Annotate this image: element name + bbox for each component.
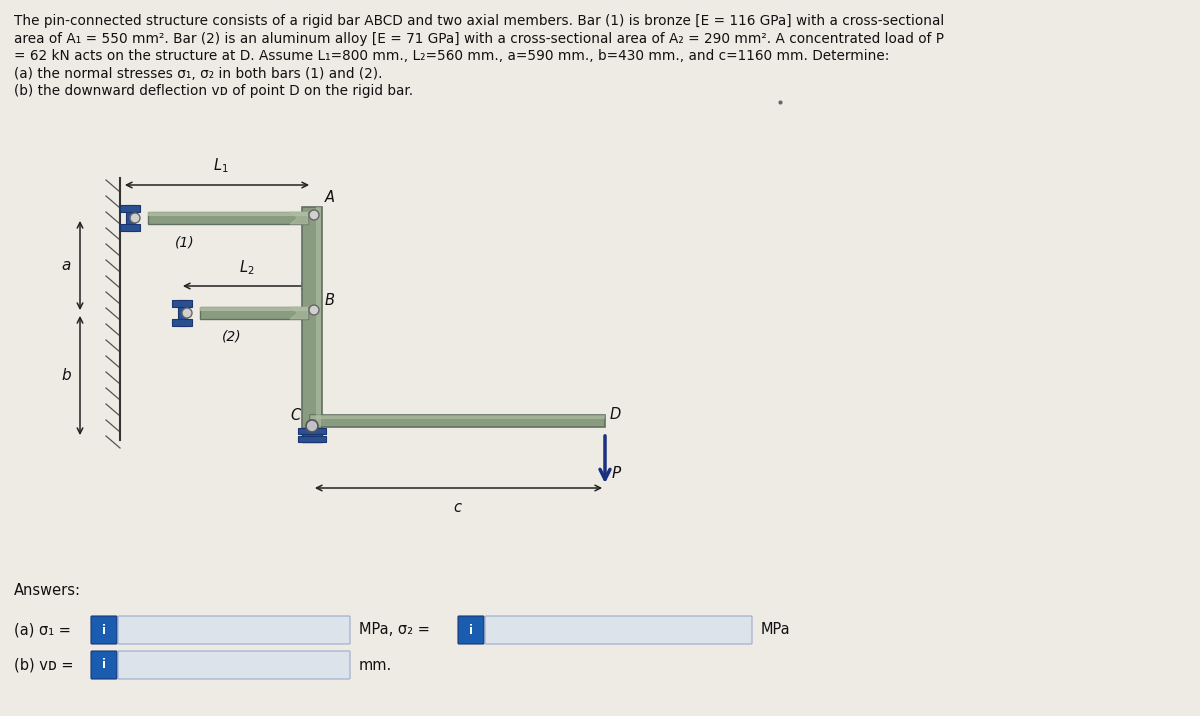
Circle shape — [182, 308, 192, 318]
Bar — [172, 319, 192, 326]
Text: MPa: MPa — [761, 622, 791, 637]
Text: (2): (2) — [222, 330, 242, 344]
Bar — [148, 212, 308, 224]
Bar — [200, 307, 308, 311]
Text: MPa, σ₂ =: MPa, σ₂ = — [359, 622, 430, 637]
Bar — [298, 436, 326, 442]
Text: (b) the downward deflection vᴅ of point D on the rigid bar.: (b) the downward deflection vᴅ of point … — [14, 84, 413, 98]
Text: i: i — [469, 624, 473, 637]
FancyBboxPatch shape — [118, 651, 350, 679]
Text: C: C — [290, 408, 300, 423]
Bar — [178, 300, 187, 326]
Bar — [310, 415, 605, 427]
Text: The pin-connected structure consists of a rigid bar ABCD and two axial members. : The pin-connected structure consists of … — [14, 14, 944, 28]
Bar — [126, 205, 134, 231]
Text: Answers:: Answers: — [14, 583, 82, 598]
Text: (b) vᴅ =: (b) vᴅ = — [14, 657, 73, 672]
Circle shape — [306, 420, 318, 432]
Bar — [200, 307, 308, 319]
Bar — [120, 224, 140, 231]
Bar — [302, 207, 322, 432]
Text: P: P — [612, 465, 622, 480]
Circle shape — [130, 213, 140, 223]
Text: i: i — [102, 659, 106, 672]
Bar — [310, 415, 605, 419]
Text: a: a — [61, 258, 71, 273]
Circle shape — [310, 210, 319, 220]
Text: (1): (1) — [175, 235, 194, 249]
Text: b: b — [61, 367, 71, 382]
Polygon shape — [290, 212, 308, 224]
Bar — [148, 212, 308, 216]
Bar — [316, 207, 322, 432]
Text: (a) σ₁ =: (a) σ₁ = — [14, 622, 71, 637]
FancyBboxPatch shape — [458, 616, 484, 644]
Text: $L_2$: $L_2$ — [239, 258, 254, 277]
Polygon shape — [290, 307, 308, 319]
Text: B: B — [325, 293, 335, 308]
Text: D: D — [610, 407, 622, 422]
FancyBboxPatch shape — [485, 616, 752, 644]
Text: i: i — [102, 624, 106, 637]
Text: $c$: $c$ — [454, 500, 463, 515]
FancyBboxPatch shape — [118, 616, 350, 644]
Text: area of A₁ = 550 mm². Bar (2) is an aluminum alloy [E = 71 GPa] with a cross-sec: area of A₁ = 550 mm². Bar (2) is an alum… — [14, 32, 944, 46]
FancyBboxPatch shape — [91, 616, 118, 644]
FancyBboxPatch shape — [91, 651, 118, 679]
Bar — [298, 428, 326, 434]
Text: mm.: mm. — [359, 657, 392, 672]
Circle shape — [310, 305, 319, 315]
Text: A: A — [325, 190, 335, 205]
Bar — [172, 300, 192, 307]
Bar — [120, 205, 140, 212]
Text: (a) the normal stresses σ₁, σ₂ in both bars (1) and (2).: (a) the normal stresses σ₁, σ₂ in both b… — [14, 67, 383, 80]
Text: $L_1$: $L_1$ — [214, 156, 229, 175]
Text: = 62 kN acts on the structure at D. Assume L₁=800 mm., L₂=560 mm., a=590 mm., b=: = 62 kN acts on the structure at D. Assu… — [14, 49, 889, 63]
Bar — [302, 428, 322, 442]
